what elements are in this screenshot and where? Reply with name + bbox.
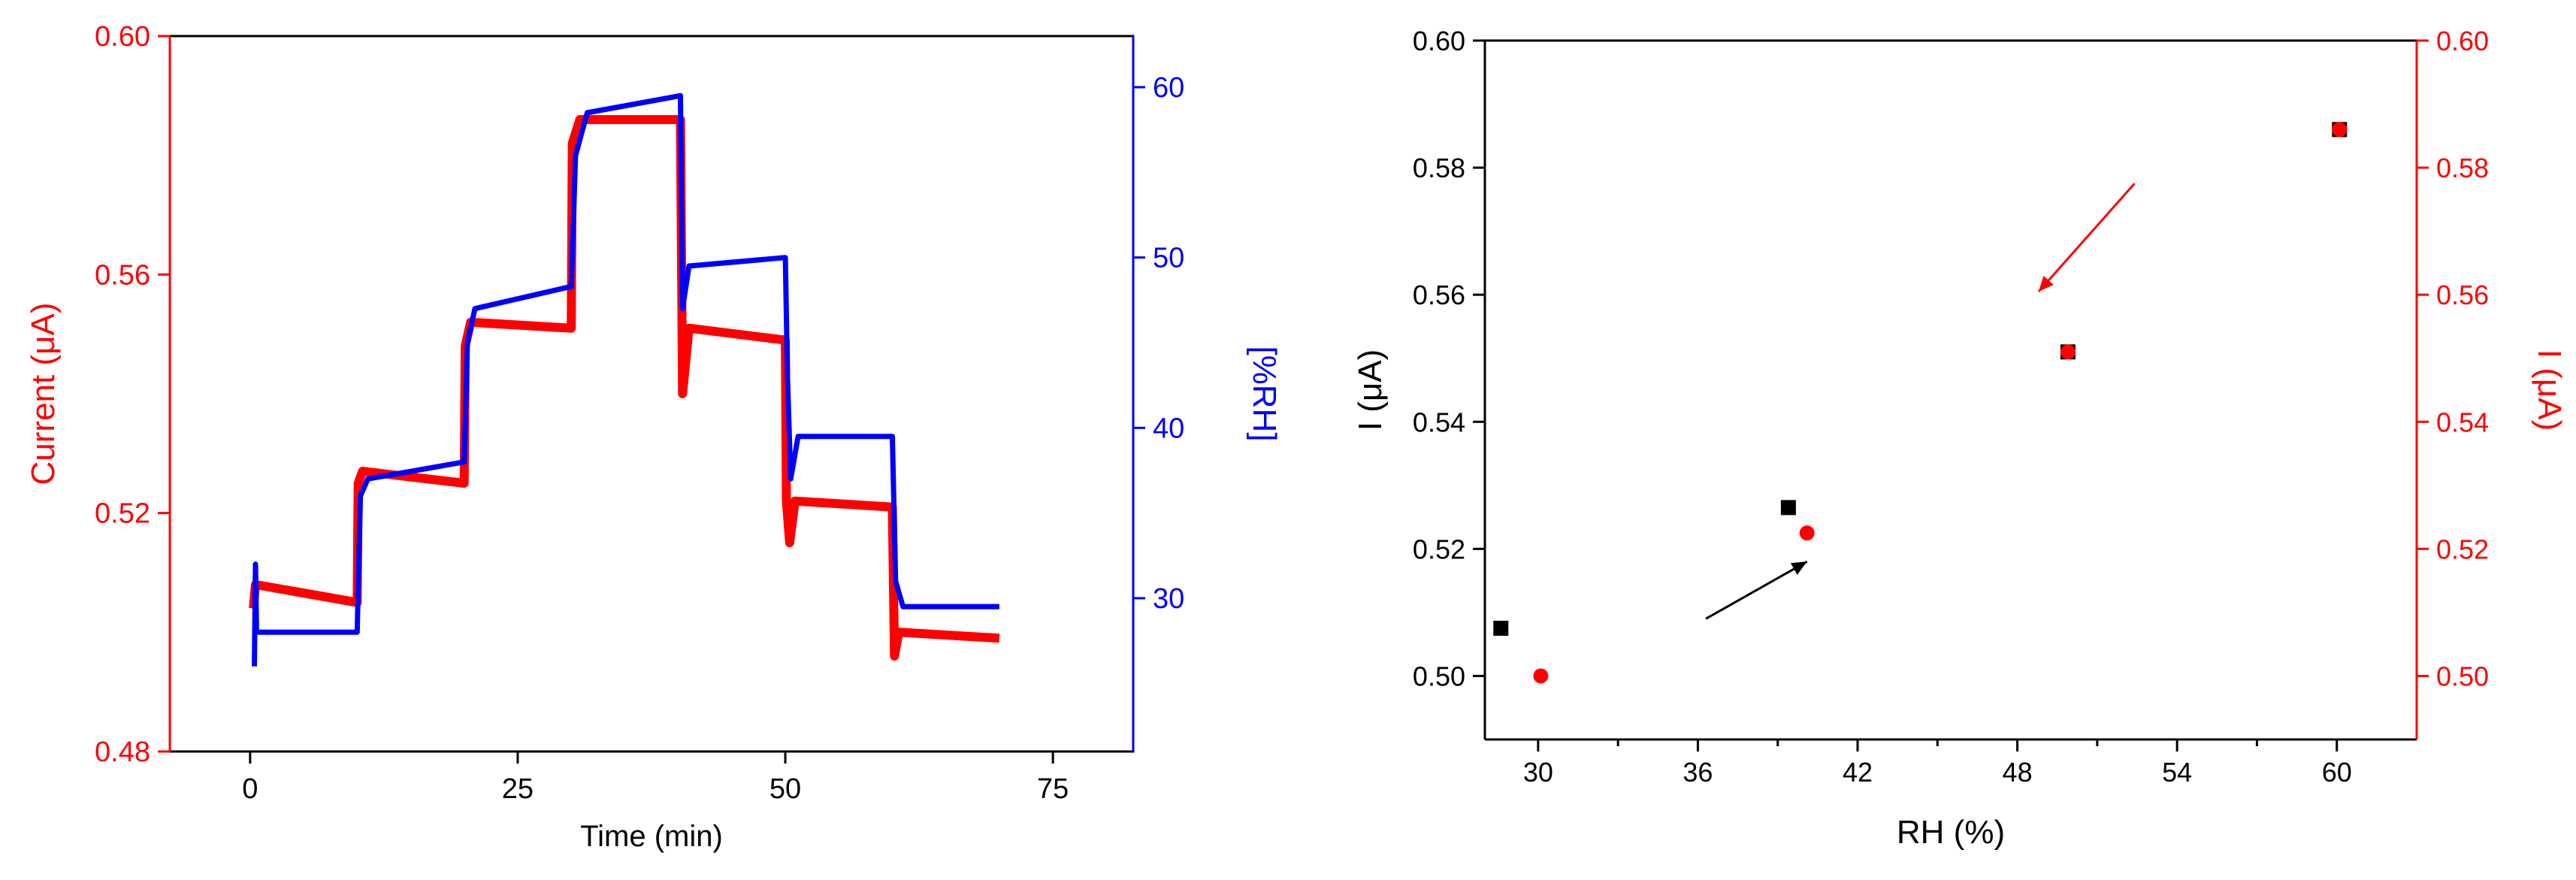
annotation-arrow <box>1705 560 1808 620</box>
y-axis-title: I (μA) <box>1352 349 1389 431</box>
x-axis-title: Time (min) <box>580 820 723 853</box>
x-axis-title: RH (%) <box>1897 814 2005 851</box>
x-tick-label: 50 <box>769 773 801 805</box>
annotation-arrowhead <box>1790 561 1807 575</box>
current-rh-time-chart: 0 25 50 75 0.48 0.52 0.56 0.60 30 40 50 60 Time (min… <box>25 21 1283 853</box>
y2-tick-label: 50 <box>1153 243 1184 274</box>
x-tick-label: 36 <box>1683 757 1713 788</box>
y-tick-label: 0.60 <box>95 21 150 53</box>
x-tick-label: 25 <box>502 773 534 805</box>
annotation-arrow <box>2037 183 2136 292</box>
x-tick-label: 60 <box>2322 757 2352 788</box>
circle-marker <box>2332 122 2348 138</box>
annotation-arrowhead <box>2038 276 2054 292</box>
y2-axis-title: I (μA) <box>2531 349 2568 431</box>
y2-axis-title: [%RH] <box>1246 346 1283 441</box>
y2-tick-label: 60 <box>1153 72 1184 104</box>
circle-marker <box>1533 668 1549 684</box>
current-vs-rh-scatter: 30 36 42 48 54 60 0.50 0.52 0.54 0.56 0.58 0.60 0.50… <box>1352 26 2568 851</box>
y-tick-label: 0.48 <box>95 736 150 768</box>
x-tick-label: 42 <box>1843 757 1873 788</box>
circle-marker <box>2060 344 2076 360</box>
y-tick-label: 0.56 <box>1413 280 1465 310</box>
y-axis-title: Current (μA) <box>25 303 62 485</box>
x-tick-label: 75 <box>1037 773 1069 805</box>
circle-marker <box>1799 525 1815 541</box>
x-tick-label: 0 <box>242 773 258 805</box>
current-series-line <box>249 115 1000 661</box>
x-tick-label: 30 <box>1523 757 1553 788</box>
y2-tick-label: 0.50 <box>2436 661 2489 691</box>
y2-tick-label: 0.54 <box>2436 407 2489 437</box>
plot-frame <box>168 35 1135 753</box>
y2-tick-label: 0.52 <box>2436 534 2489 564</box>
y-tick-label: 0.50 <box>1413 661 1465 691</box>
square-marker <box>1493 621 1509 637</box>
y2-tick-label: 0.58 <box>2436 153 2489 183</box>
y-tick-label: 0.58 <box>1413 153 1465 183</box>
rh-series-line <box>252 92 999 667</box>
y-tick-label: 0.52 <box>1413 534 1465 564</box>
y-tick-label: 0.56 <box>95 259 150 291</box>
y-tick-label: 0.60 <box>1413 26 1465 56</box>
x-tick-label: 54 <box>2162 757 2192 788</box>
x-tick-label: 48 <box>2003 757 2033 788</box>
y-tick-label: 0.54 <box>1413 407 1465 437</box>
y2-tick-label: 30 <box>1153 583 1184 615</box>
square-marker <box>1780 500 1796 516</box>
y2-tick-label: 0.56 <box>2436 280 2489 310</box>
y2-tick-label: 0.60 <box>2436 26 2489 56</box>
y-tick-label: 0.52 <box>95 498 150 530</box>
y2-tick-label: 40 <box>1153 413 1184 444</box>
